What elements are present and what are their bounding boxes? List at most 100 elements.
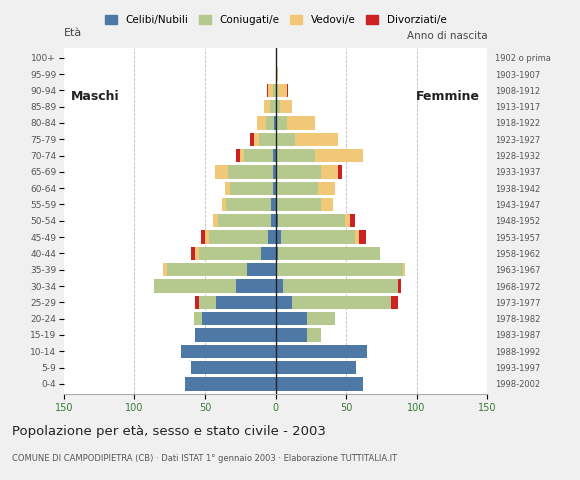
Bar bbox=[226, 198, 271, 211]
Bar bbox=[222, 198, 226, 211]
Bar bbox=[273, 149, 275, 162]
Bar bbox=[224, 181, 230, 195]
Text: COMUNE DI CAMPODIPIETRA (CB) · Dati ISTAT 1° gennaio 2003 · Elaborazione TUTTITA: COMUNE DI CAMPODIPIETRA (CB) · Dati ISTA… bbox=[12, 454, 397, 463]
Bar bbox=[205, 230, 209, 244]
Bar bbox=[201, 230, 205, 244]
Bar bbox=[276, 328, 307, 342]
Bar bbox=[282, 279, 398, 293]
Bar bbox=[276, 67, 278, 81]
Bar bbox=[202, 312, 276, 325]
Bar bbox=[276, 345, 367, 358]
Bar bbox=[276, 165, 321, 179]
Bar bbox=[191, 361, 276, 374]
Bar bbox=[240, 149, 244, 162]
Text: Maschi: Maschi bbox=[71, 90, 119, 103]
Bar bbox=[267, 84, 269, 97]
Text: Anno di nascita: Anno di nascita bbox=[407, 31, 487, 41]
Bar bbox=[403, 263, 405, 276]
Bar bbox=[195, 247, 200, 260]
Text: Femmine: Femmine bbox=[416, 90, 480, 103]
Bar bbox=[345, 214, 350, 228]
Bar bbox=[244, 149, 273, 162]
Bar bbox=[269, 230, 276, 244]
Bar bbox=[276, 230, 281, 244]
Bar bbox=[276, 296, 292, 309]
Bar bbox=[338, 165, 342, 179]
Bar bbox=[262, 247, 275, 260]
Bar bbox=[236, 149, 240, 162]
Bar bbox=[276, 279, 282, 293]
Bar bbox=[257, 116, 266, 130]
Bar bbox=[276, 84, 278, 97]
Bar bbox=[392, 296, 398, 309]
Bar bbox=[354, 230, 359, 244]
Bar bbox=[276, 361, 356, 374]
Bar bbox=[250, 132, 254, 146]
Bar bbox=[287, 116, 315, 130]
Bar bbox=[276, 132, 295, 146]
Bar bbox=[218, 214, 271, 228]
Bar bbox=[307, 312, 335, 325]
Bar bbox=[321, 198, 333, 211]
Bar bbox=[276, 247, 278, 260]
Bar bbox=[181, 345, 276, 358]
Bar bbox=[276, 312, 307, 325]
Bar bbox=[278, 84, 287, 97]
Bar bbox=[273, 181, 275, 195]
Bar bbox=[162, 263, 167, 276]
Bar bbox=[287, 84, 288, 97]
Bar bbox=[359, 230, 366, 244]
Bar bbox=[295, 132, 338, 146]
Bar bbox=[276, 181, 318, 195]
Bar bbox=[195, 296, 200, 309]
Bar bbox=[200, 247, 262, 260]
Bar bbox=[264, 100, 270, 113]
Legend: Celibi/Nubili, Coniugati/e, Vedovi/e, Divorziati/e: Celibi/Nubili, Coniugati/e, Vedovi/e, Di… bbox=[104, 15, 447, 25]
Bar bbox=[276, 263, 403, 276]
Bar bbox=[280, 100, 292, 113]
Bar bbox=[230, 181, 273, 195]
Bar bbox=[216, 296, 276, 309]
Text: Popolazione per età, sesso e stato civile - 2003: Popolazione per età, sesso e stato civil… bbox=[12, 425, 325, 438]
Bar bbox=[194, 312, 202, 325]
Bar bbox=[307, 328, 321, 342]
Bar bbox=[266, 116, 274, 130]
Bar bbox=[318, 181, 335, 195]
Bar bbox=[200, 296, 216, 309]
Bar bbox=[281, 230, 354, 244]
Bar bbox=[274, 116, 276, 130]
Bar bbox=[195, 328, 276, 342]
Bar bbox=[269, 84, 273, 97]
Bar bbox=[315, 149, 363, 162]
Bar bbox=[185, 377, 276, 391]
Bar bbox=[350, 214, 354, 228]
Bar bbox=[271, 198, 275, 211]
Bar bbox=[227, 165, 273, 179]
Bar bbox=[213, 214, 218, 228]
Bar bbox=[292, 296, 392, 309]
Bar bbox=[167, 263, 247, 276]
Bar bbox=[191, 247, 195, 260]
Text: Età: Età bbox=[64, 28, 82, 38]
Bar bbox=[270, 100, 275, 113]
Bar bbox=[398, 279, 401, 293]
Bar bbox=[273, 84, 275, 97]
Bar bbox=[259, 132, 276, 146]
Bar bbox=[276, 377, 363, 391]
Bar bbox=[273, 165, 275, 179]
Bar bbox=[209, 230, 269, 244]
Bar bbox=[254, 132, 259, 146]
Bar bbox=[276, 100, 280, 113]
Bar bbox=[236, 279, 276, 293]
Bar bbox=[278, 247, 380, 260]
Bar bbox=[215, 165, 227, 179]
Bar bbox=[154, 279, 236, 293]
Bar bbox=[276, 198, 321, 211]
Bar bbox=[276, 116, 287, 130]
Bar bbox=[247, 263, 276, 276]
Bar bbox=[276, 149, 315, 162]
Bar bbox=[321, 165, 338, 179]
Bar bbox=[278, 214, 345, 228]
Bar bbox=[276, 214, 278, 228]
Bar bbox=[271, 214, 275, 228]
